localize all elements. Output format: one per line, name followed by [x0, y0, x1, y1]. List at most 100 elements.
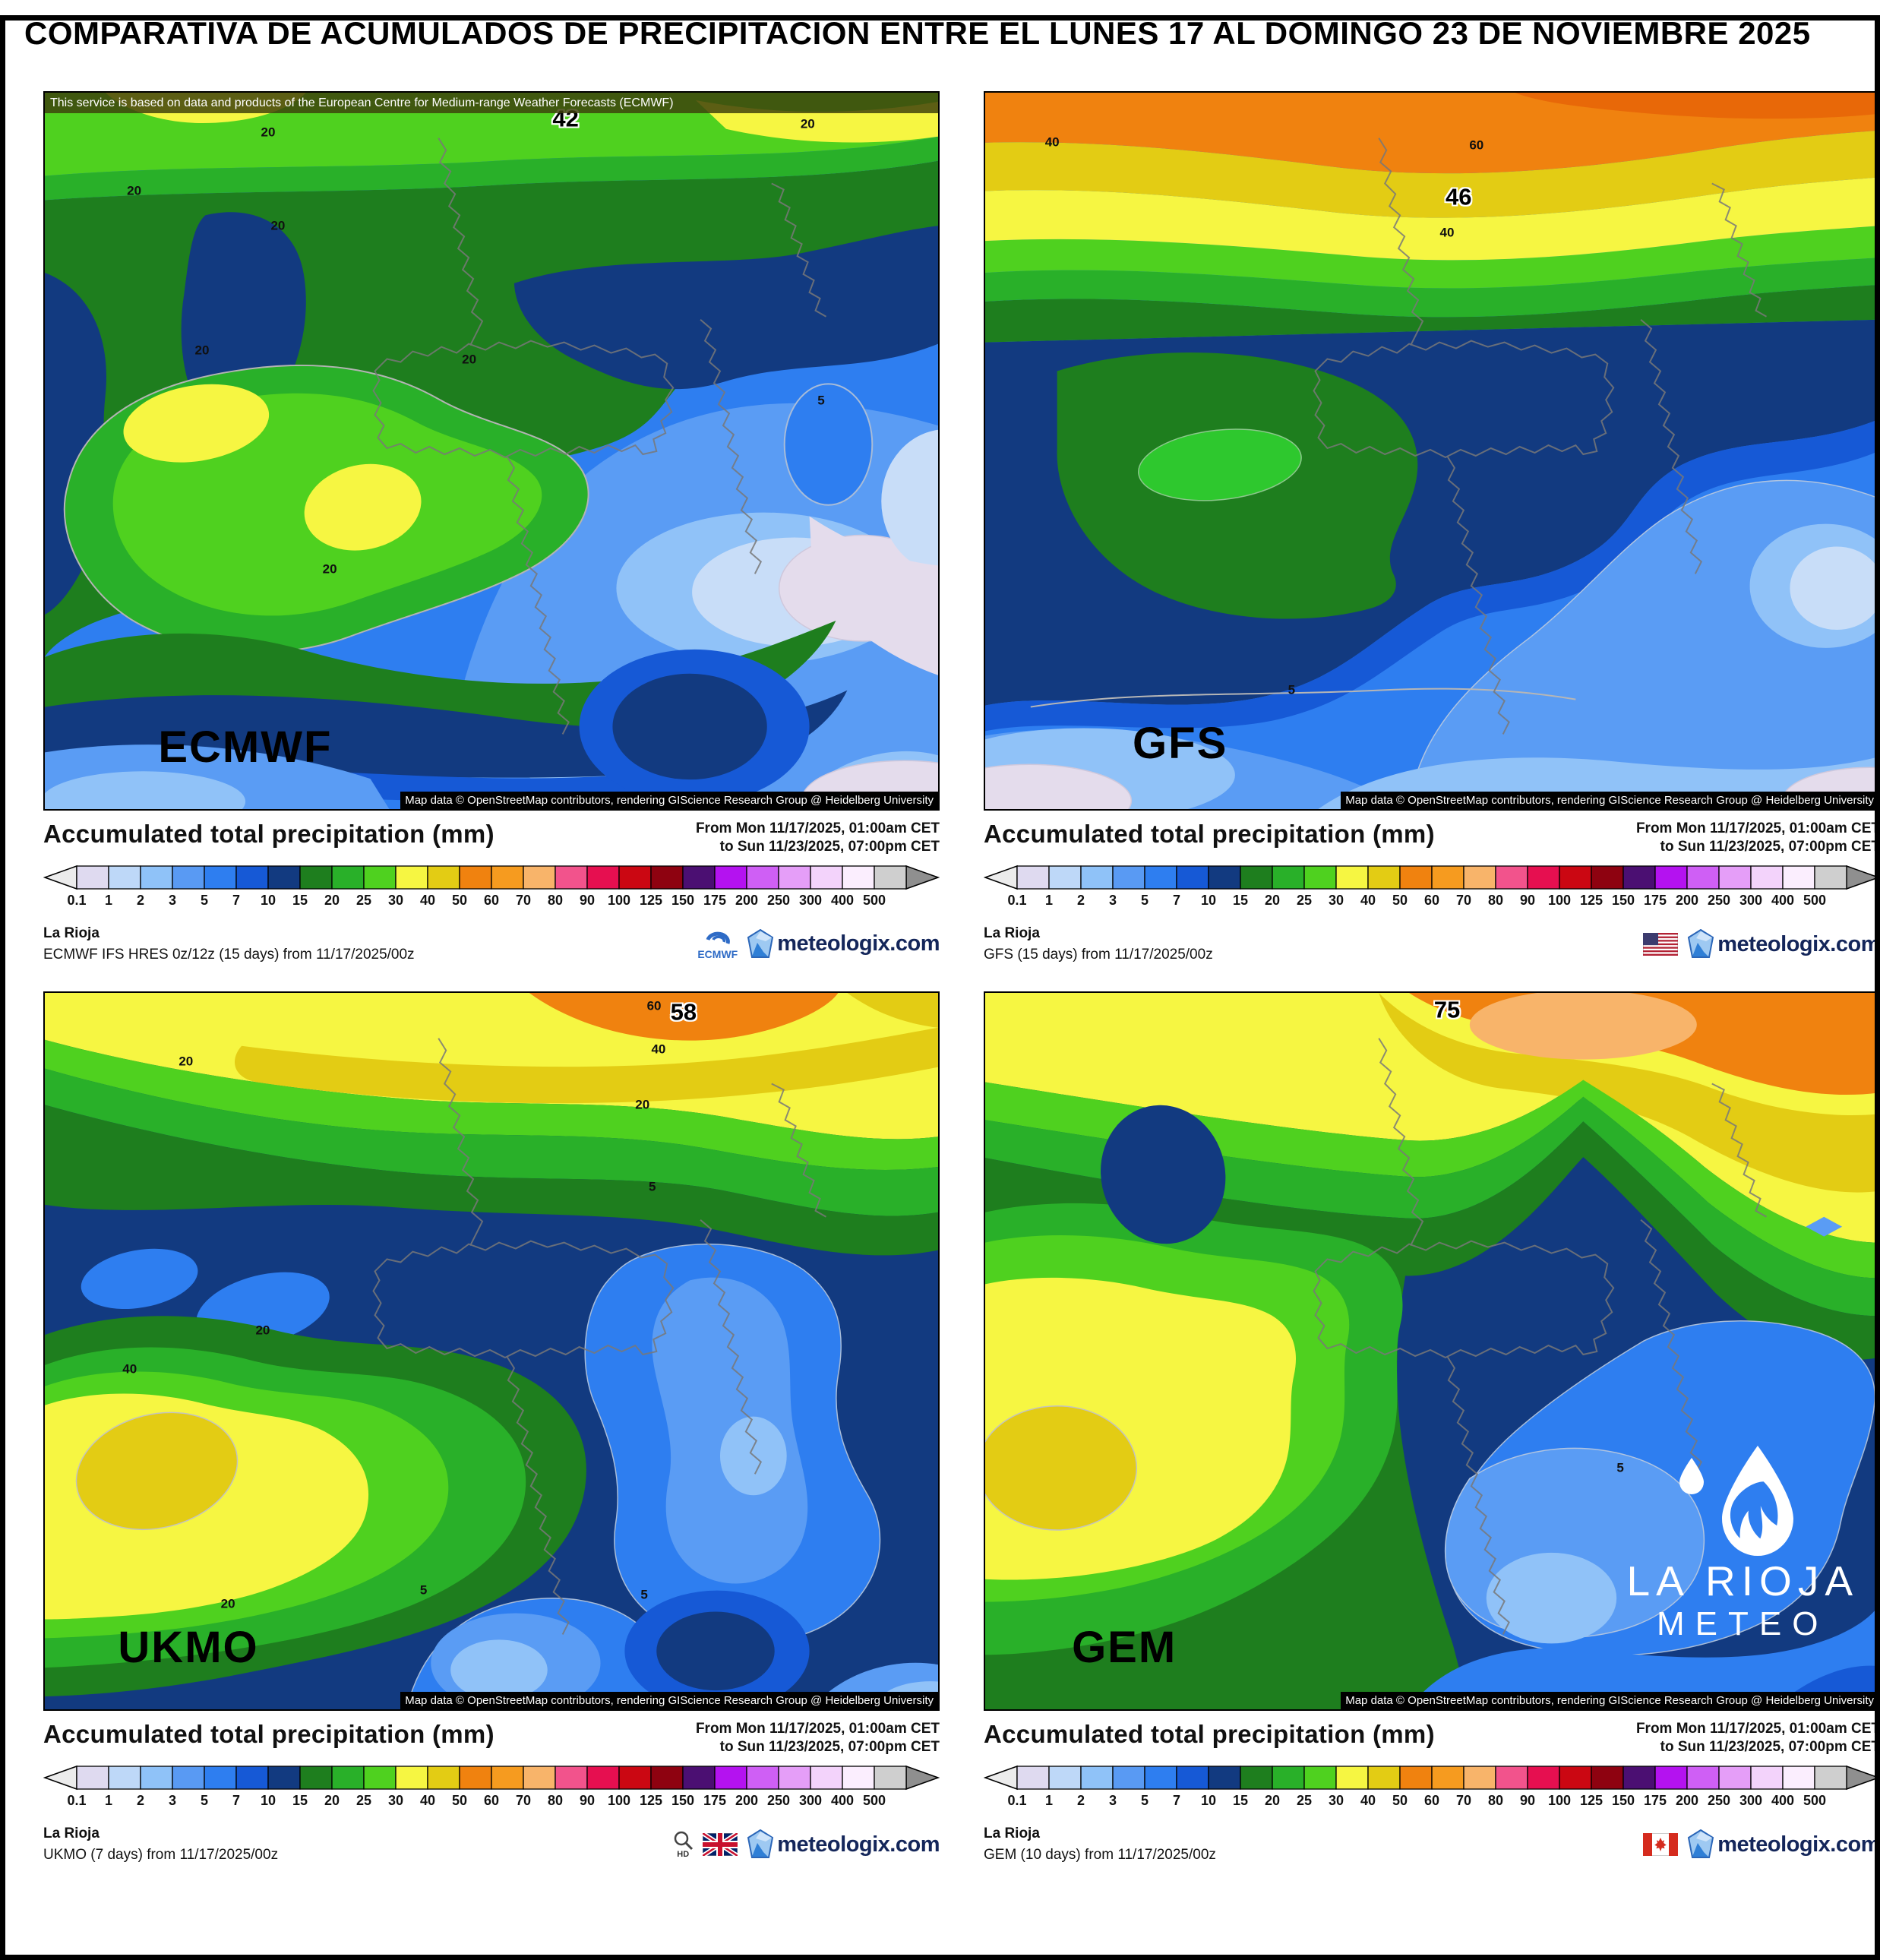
colorbar-tick: 2 [136, 1793, 145, 1808]
meteologix-gem-icon [747, 928, 774, 958]
legend-dates: From Mon 11/17/2025, 01:00am CET to Sun … [695, 1721, 940, 1755]
legend-ecmwf: Accumulated total precipitation (mm) Fro… [43, 820, 940, 968]
colorbar-tick: 7 [1172, 893, 1181, 908]
colorbar-tick: 125 [639, 1793, 663, 1808]
map-gfs: 40 60 46 40 5 GFS Map data © OpenStreetMap c… [984, 91, 1880, 811]
colorbar [983, 863, 1880, 892]
location-label: La Rioja [984, 925, 1040, 941]
contour-label: 46 [1446, 183, 1472, 210]
colorbar-tick: 0.1 [1007, 893, 1027, 908]
colorbar-tick: 250 [766, 893, 791, 908]
meteologix-logo: meteologix.com [747, 928, 940, 959]
colorbar-tick: 200 [1675, 893, 1699, 908]
colorbar-tick: 70 [1455, 1793, 1472, 1808]
panel-ukmo: 60 58 40 20 20 5 20 40 5 5 20 UKMO Map data © Open… [43, 991, 940, 1868]
colorbar-tick: 80 [1487, 1793, 1504, 1808]
colorbar-tick: 30 [387, 893, 404, 908]
colorbar-tick: 40 [1360, 1793, 1376, 1808]
colorbar-tick: 7 [232, 893, 241, 908]
watermark-line1: LA RIOJA [1626, 1557, 1859, 1605]
colorbar-tick: 175 [1643, 1793, 1667, 1808]
contour-label: 20 [635, 1097, 650, 1112]
legend-info: La Rioja GEM (10 days) from 11/17/2025/0… [984, 1826, 1216, 1864]
contour-label: 20 [322, 561, 337, 577]
colorbar-ticks: 0.1 1 2 3 5 7 10 15 20 25 30 40 50 60 70 80 90 100 125 150 1… [43, 1793, 940, 1812]
colorbar-tick: 7 [1172, 1793, 1181, 1808]
model-line: GFS (15 days) from 11/17/2025/00z [984, 947, 1213, 963]
contour-label: 40 [651, 1042, 666, 1057]
colorbar-tick: 100 [607, 893, 631, 908]
contour-label: 5 [419, 1582, 428, 1598]
model-label-ecmwf: ECMWF [158, 722, 333, 772]
colorbar-tick: 200 [735, 1793, 759, 1808]
colorbar-tick: 7 [232, 1793, 241, 1808]
map-ukmo: 60 58 40 20 20 5 20 40 5 5 20 UKMO Map data © Open… [43, 991, 940, 1711]
legend-dates: From Mon 11/17/2025, 01:00am CET to Sun … [1635, 1721, 1880, 1755]
contour-label: 5 [1616, 1460, 1624, 1475]
colorbar-tick: 100 [607, 1793, 631, 1808]
colorbar-tick: 2 [1076, 893, 1085, 908]
contour-label: 20 [127, 183, 142, 198]
colorbar-tick: 400 [1771, 893, 1795, 908]
colorbar-tick: 20 [324, 1793, 340, 1808]
legend-logos: meteologix.com [1643, 1829, 1880, 1860]
legend-logos: HD meteo [672, 1829, 940, 1860]
colorbar-tick: 400 [830, 1793, 855, 1808]
map-attribution: Map data © OpenStreetMap contributors, r… [400, 792, 938, 809]
colorbar-tick: 300 [1739, 1793, 1763, 1808]
colorbar-tick: 300 [798, 893, 823, 908]
map-gem: 75 5 GEM LA RIOJA METEO Map data © OpenSt… [984, 991, 1880, 1711]
colorbar-tick: 10 [260, 893, 276, 908]
contour-label: 5 [648, 1179, 656, 1194]
meteologix-logo: meteologix.com [1687, 1829, 1880, 1860]
contour-label: 5 [817, 393, 825, 408]
precipitation-field-ecmwf [45, 93, 938, 809]
model-line: ECMWF IFS HRES 0z/12z (15 days) from 11/… [43, 947, 415, 963]
colorbar-tick: 5 [1140, 893, 1149, 908]
colorbar-tick: 3 [168, 1793, 177, 1808]
admin-borders [1313, 1038, 1767, 1635]
meteologix-logo: meteologix.com [747, 1829, 940, 1860]
colorbar-tick: 150 [671, 893, 695, 908]
colorbar-tick: 100 [1547, 893, 1572, 908]
legend-logos: ECMWF meteologix.com [697, 928, 940, 960]
colorbar-tick: 125 [1579, 893, 1604, 908]
colorbar-tick: 40 [419, 1793, 436, 1808]
colorbar-tick: 25 [1296, 1793, 1313, 1808]
contour-label: 5 [1288, 682, 1296, 697]
precipitation-field-gem [985, 993, 1878, 1709]
colorbar-tick: 300 [1739, 893, 1763, 908]
legend-logos: meteologix.com [1643, 929, 1880, 959]
la-rioja-meteo-watermark: LA RIOJA METEO [1627, 1444, 1859, 1642]
admin-borders [372, 1038, 826, 1635]
colorbar-tick: 5 [200, 893, 208, 908]
colorbar-tick: 2 [136, 893, 145, 908]
panels-grid: This service is based on data and produc… [43, 91, 1880, 1868]
colorbar-tick: 90 [579, 1793, 596, 1808]
page-title: COMPARATIVA DE ACUMULADOS DE PRECIPITACI… [24, 15, 1811, 51]
contour-label: 20 [462, 352, 477, 367]
legend-title: Accumulated total precipitation (mm) [984, 1720, 1435, 1748]
contour-label: 20 [270, 218, 286, 233]
colorbar-tick: 30 [1328, 893, 1344, 908]
colorbar-tick: 70 [515, 893, 532, 908]
panel-gem: 75 5 GEM LA RIOJA METEO Map data © OpenSt… [983, 991, 1880, 1868]
map-attribution: Map data © OpenStreetMap contributors, r… [1341, 792, 1878, 809]
legend-gfs: Accumulated total precipitation (mm) Fro… [983, 820, 1880, 968]
colorbar [983, 1763, 1880, 1792]
legend-title: Accumulated total precipitation (mm) [43, 820, 494, 848]
contour-label: 20 [255, 1323, 270, 1338]
colorbar-ticks: 0.1 1 2 3 5 7 10 15 20 25 30 40 50 60 70 80 90 100 125 150 1… [984, 893, 1880, 912]
colorbar-tick: 90 [1519, 893, 1536, 908]
panel-gfs: 40 60 46 40 5 GFS Map data © OpenStreetMap c… [983, 91, 1880, 968]
colorbar-tick: 150 [671, 1793, 695, 1808]
precipitation-field-gfs [985, 93, 1878, 809]
colorbar-tick: 20 [324, 893, 340, 908]
colorbar-tick: 175 [703, 1793, 727, 1808]
water-drop-icon [1627, 1444, 1859, 1558]
ecmwf-swirl-icon [706, 931, 730, 945]
colorbar-tick: 125 [639, 893, 663, 908]
contour-labels-layer: 60 58 40 20 20 5 20 40 5 5 20 [45, 993, 938, 1709]
colorbar-tick: 10 [1200, 1793, 1217, 1808]
colorbar-ticks: 0.1 1 2 3 5 7 10 15 20 25 30 40 50 60 70 80 90 100 125 150 1… [43, 893, 940, 912]
